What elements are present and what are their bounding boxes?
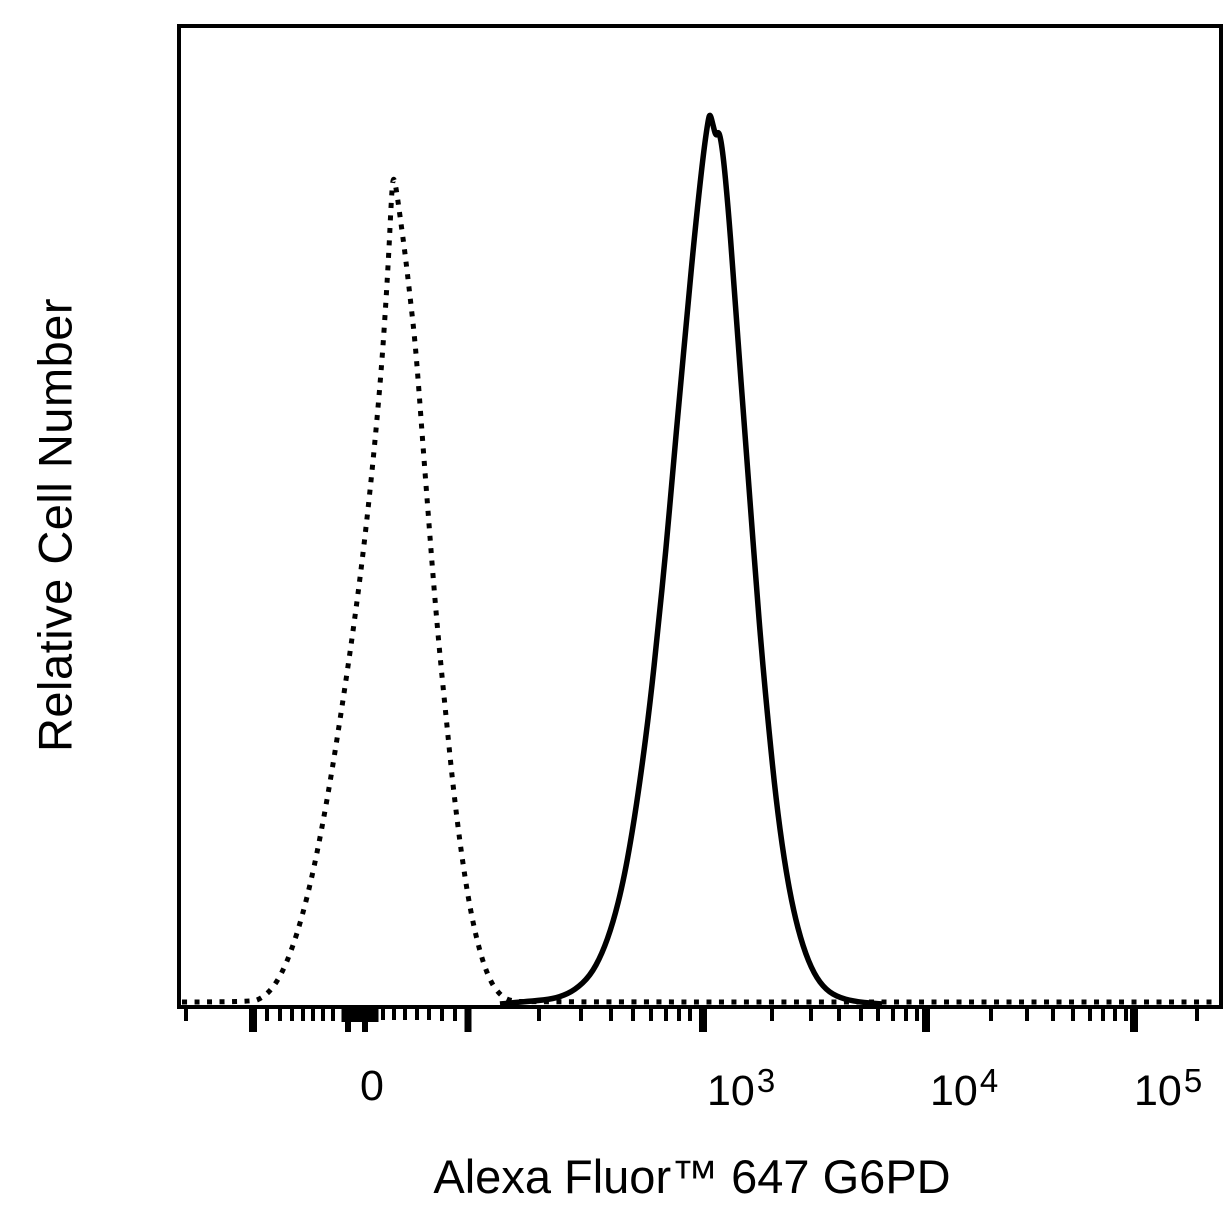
x-axis-tick bbox=[891, 1008, 895, 1021]
x-axis-tick bbox=[249, 1008, 257, 1032]
x-tick-label-10e3: 103 bbox=[707, 1062, 776, 1115]
x-axis-tick bbox=[837, 1008, 841, 1021]
x-axis-tick bbox=[770, 1008, 774, 1021]
x-tick-label-10e5: 105 bbox=[1134, 1062, 1203, 1115]
x-axis-tick bbox=[453, 1008, 457, 1021]
x-axis-tick bbox=[362, 1008, 368, 1032]
x-axis-tick bbox=[403, 1008, 407, 1020]
x-axis-tick bbox=[1071, 1008, 1075, 1021]
x-axis-tick bbox=[677, 1008, 681, 1021]
x-axis-tick bbox=[440, 1008, 444, 1021]
x-axis-tick bbox=[392, 1008, 396, 1020]
x-axis-tick bbox=[331, 1008, 335, 1021]
control-histogram-curve bbox=[181, 176, 1218, 1005]
plot-border bbox=[177, 24, 1223, 1009]
x-axis-label: Alexa Fluor™ 647 G6PD bbox=[433, 1150, 951, 1203]
x-axis-tick bbox=[537, 1008, 541, 1021]
x-axis-tick bbox=[311, 1008, 315, 1021]
y-axis-label: Relative Cell Number bbox=[28, 297, 82, 753]
x-axis-tick bbox=[321, 1008, 325, 1021]
x-axis-tick bbox=[859, 1008, 863, 1021]
x-axis-tick bbox=[1051, 1008, 1055, 1021]
x-axis-tick bbox=[915, 1008, 919, 1021]
x-axis-tick bbox=[301, 1008, 305, 1021]
x-axis-tick bbox=[579, 1008, 583, 1021]
x-axis-tick bbox=[464, 1008, 472, 1032]
x-axis-tick bbox=[1101, 1008, 1105, 1021]
x-axis-tick bbox=[876, 1008, 880, 1021]
x-axis-tick bbox=[904, 1008, 908, 1021]
x-axis-tick bbox=[278, 1008, 282, 1021]
x-axis-tick bbox=[415, 1008, 419, 1020]
stained-histogram-curve bbox=[499, 112, 883, 1007]
x-axis-tick bbox=[184, 1008, 188, 1021]
x-tick-label-0: 0 bbox=[360, 1062, 384, 1110]
x-axis-tick bbox=[649, 1008, 653, 1021]
x-axis-tick bbox=[381, 1008, 385, 1020]
x-axis-tick bbox=[1088, 1008, 1092, 1021]
x-axis-tick bbox=[265, 1008, 269, 1021]
x-tick-label-10e4: 104 bbox=[930, 1062, 999, 1115]
x-axis-tick bbox=[345, 1008, 351, 1032]
x-axis-tick bbox=[809, 1008, 813, 1021]
x-axis-tick bbox=[989, 1008, 993, 1021]
x-axis-tick bbox=[290, 1008, 294, 1021]
x-axis-tick bbox=[1130, 1008, 1138, 1032]
x-axis-tick bbox=[1113, 1008, 1117, 1021]
x-axis-tick bbox=[427, 1008, 431, 1020]
x-axis-tick bbox=[631, 1008, 635, 1021]
x-axis-tick bbox=[1195, 1008, 1199, 1021]
x-axis-tick bbox=[688, 1008, 692, 1021]
x-axis-tick bbox=[922, 1008, 930, 1032]
x-axis-tick bbox=[1124, 1008, 1128, 1021]
x-axis-tick bbox=[1025, 1008, 1029, 1021]
x-axis-tick bbox=[664, 1008, 668, 1021]
x-axis-tick bbox=[609, 1008, 613, 1021]
x-axis-tick bbox=[699, 1008, 707, 1032]
